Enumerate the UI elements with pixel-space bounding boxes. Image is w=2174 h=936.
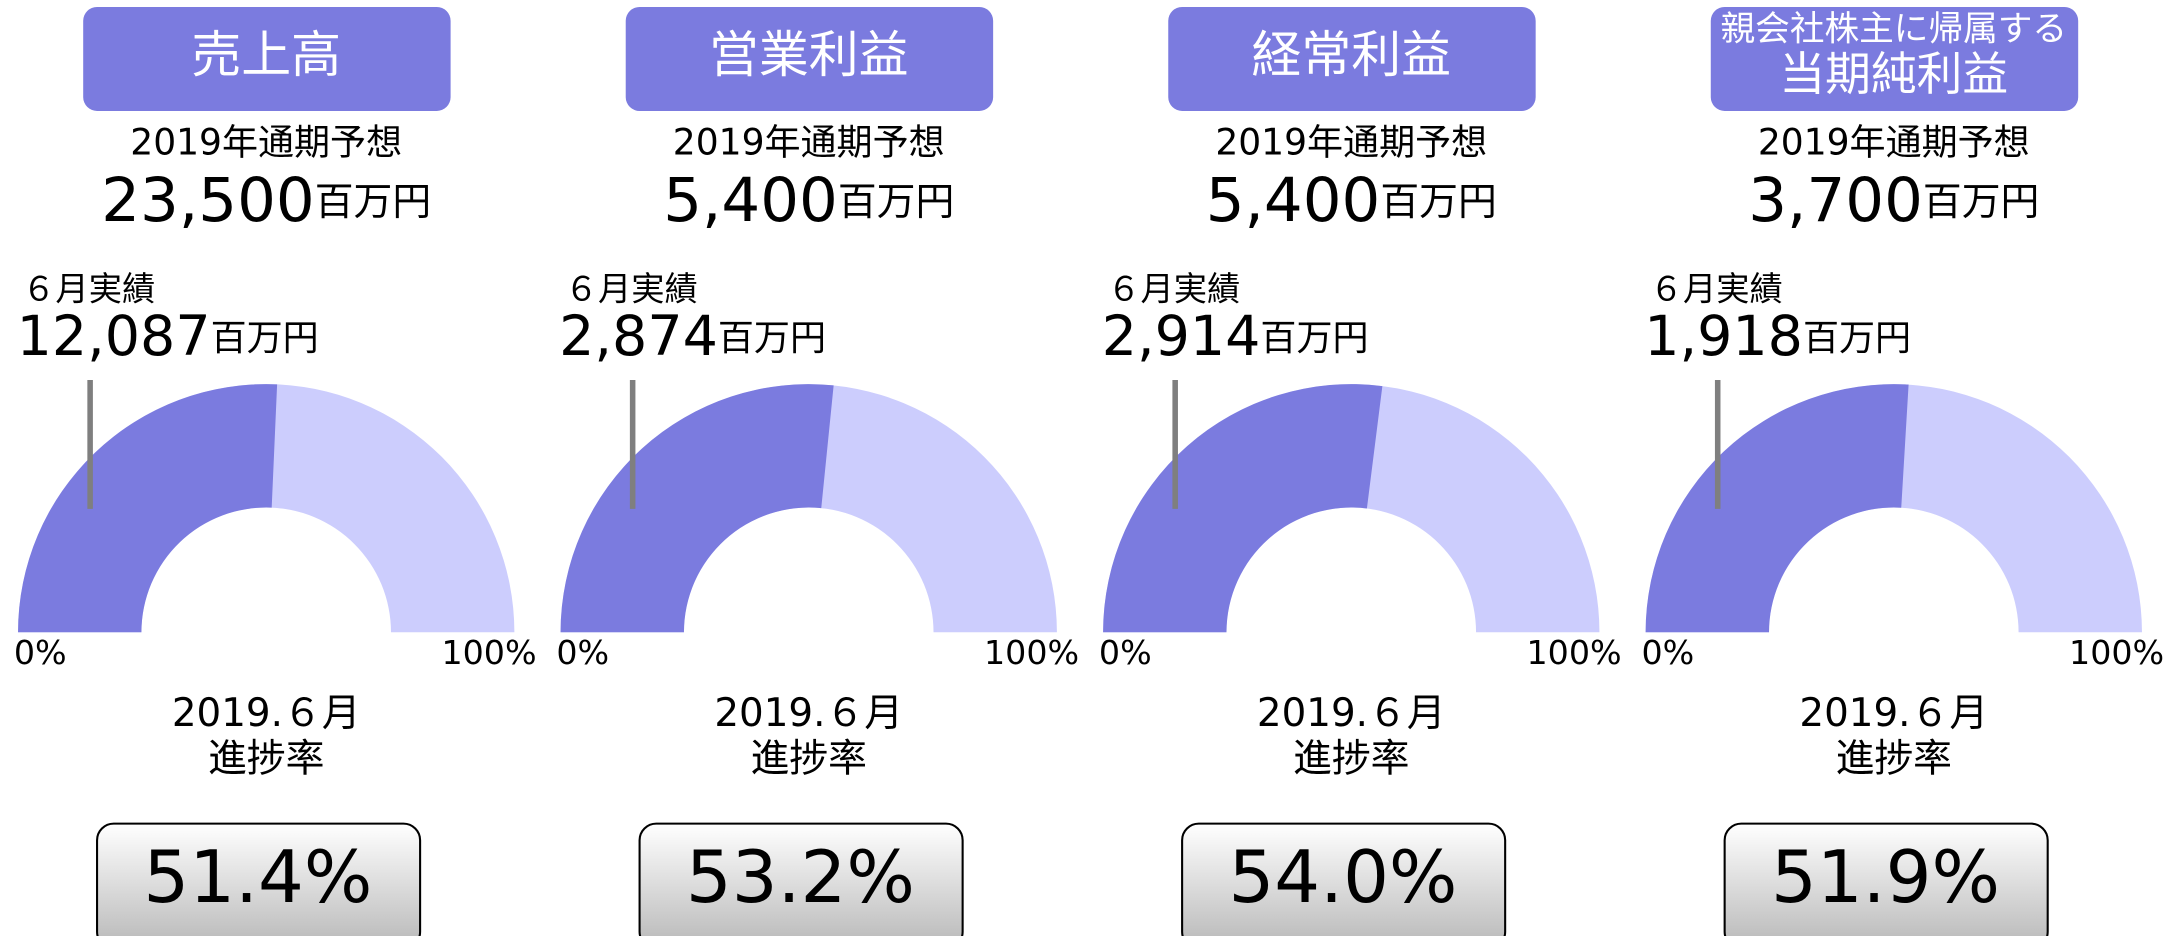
actual-title: ６月実績 [565, 270, 698, 309]
actual-title: ６月実績 [1107, 270, 1240, 309]
unit: 百万円 [838, 179, 954, 224]
period: 2019.６月 [714, 691, 903, 736]
gauge-value [1645, 384, 1909, 633]
title: 売上高 [191, 26, 341, 84]
title-box [83, 6, 451, 111]
unit: 百万円 [1380, 179, 1496, 224]
gauge-value [18, 384, 278, 633]
actual-value: 1,918 [1644, 305, 1803, 369]
forecast-value: 3,700 [1748, 164, 1923, 235]
forecast: 23,500百万円 [101, 164, 431, 235]
rate-value: 54.0% [1228, 836, 1457, 920]
actual-value: 12,087 [17, 305, 211, 369]
subtitle: 2019年通期予想 [1215, 122, 1487, 163]
actual-title: ６月実績 [1650, 270, 1783, 309]
forecast-value: 5,400 [1206, 164, 1381, 235]
gauge-value [560, 384, 834, 633]
period: 2019.６月 [172, 691, 361, 736]
title-box [1168, 6, 1536, 111]
rate-value: 51.4% [143, 836, 372, 920]
title: 営業利益 [709, 26, 909, 84]
gauge-panel: 親会社株主に帰属する当期純利益2019年通期予想3,700百万円６月実績1,91… [1641, 6, 2164, 936]
forecast-value: 23,500 [101, 164, 314, 235]
subtitle: 2019年通期予想 [1758, 122, 2030, 163]
forecast: 5,400百万円 [1206, 164, 1497, 235]
unit: 百万円 [1260, 318, 1368, 359]
rate-box [1181, 822, 1507, 936]
tick-label: 0% [1099, 633, 1152, 672]
subtitle: 2019年通期予想 [130, 122, 402, 163]
title: 当期純利益 [1779, 48, 2008, 101]
rate-title: 進捗率 [208, 737, 324, 782]
unit: 百万円 [718, 318, 826, 359]
gauge-value [1103, 384, 1383, 633]
rate-box [638, 822, 964, 936]
actual: 2,874百万円 [559, 305, 826, 369]
rate-value: 53.2% [686, 836, 915, 920]
subtitle: 2019年通期予想 [673, 122, 945, 163]
tick-label: 100% [2069, 633, 2164, 672]
rate-title: 進捗率 [751, 737, 867, 782]
title: 経常利益 [1251, 26, 1451, 84]
period: 2019.６月 [1799, 691, 1988, 736]
unit: 百万円 [1803, 318, 1911, 359]
rate-value: 51.9% [1771, 836, 2000, 920]
rate-box [96, 822, 422, 936]
actual-title: ６月実績 [22, 270, 155, 309]
tick-label: 0% [1641, 633, 1694, 672]
period: 2019.６月 [1257, 691, 1446, 736]
unit: 百万円 [315, 179, 431, 224]
forecast: 3,700百万円 [1748, 164, 2039, 235]
rate-title: 進捗率 [1293, 737, 1409, 782]
rate-box [1723, 822, 2049, 936]
actual: 12,087百万円 [17, 305, 319, 369]
actual-value: 2,914 [1102, 305, 1261, 369]
actual: 2,914百万円 [1102, 305, 1369, 369]
forecast: 5,400百万円 [663, 164, 954, 235]
unit: 百万円 [211, 318, 319, 359]
tick-label: 100% [984, 633, 1079, 672]
forecast-value: 5,400 [663, 164, 838, 235]
title-box [1710, 6, 2079, 111]
rate-title: 進捗率 [1836, 737, 1952, 782]
tick-label: 100% [441, 633, 536, 672]
tick-label: 0% [14, 633, 67, 672]
actual: 1,918百万円 [1644, 305, 1911, 369]
title: 親会社株主に帰属する [1721, 10, 2068, 50]
actual-value: 2,874 [559, 305, 718, 369]
unit: 百万円 [1923, 179, 2039, 224]
title-box [625, 6, 994, 111]
tick-label: 0% [556, 633, 609, 672]
tick-label: 100% [1527, 633, 1622, 672]
